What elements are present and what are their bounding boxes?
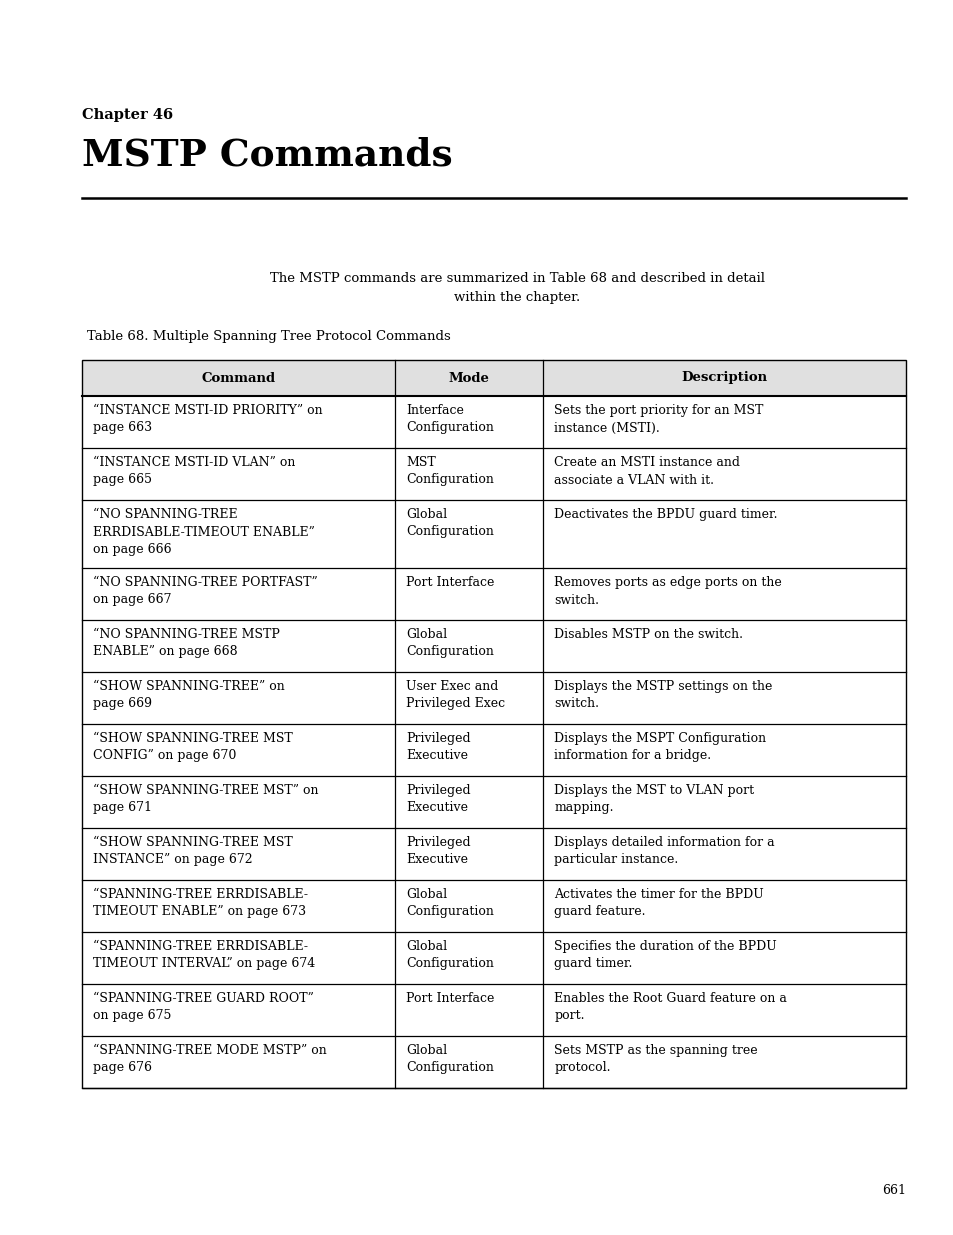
Text: Displays the MSPT Configuration
information for a bridge.: Displays the MSPT Configuration informat…: [554, 732, 766, 762]
Text: Global
Configuration: Global Configuration: [406, 1044, 494, 1074]
Text: Sets MSTP as the spanning tree
protocol.: Sets MSTP as the spanning tree protocol.: [554, 1044, 758, 1074]
Text: Sets the port priority for an MST
instance (MSTI).: Sets the port priority for an MST instan…: [554, 404, 763, 435]
Text: “SPANNING-TREE GUARD ROOT”
on page 675: “SPANNING-TREE GUARD ROOT” on page 675: [92, 992, 314, 1023]
Text: Create an MSTI instance and
associate a VLAN with it.: Create an MSTI instance and associate a …: [554, 456, 740, 487]
Text: “SHOW SPANNING-TREE MST
INSTANCE” on page 672: “SHOW SPANNING-TREE MST INSTANCE” on pag…: [92, 836, 293, 867]
Text: MSTP Commands: MSTP Commands: [82, 136, 452, 173]
Text: Removes ports as edge ports on the
switch.: Removes ports as edge ports on the switc…: [554, 576, 781, 606]
Text: Specifies the duration of the BPDU
guard timer.: Specifies the duration of the BPDU guard…: [554, 940, 777, 971]
Text: Privileged
Executive: Privileged Executive: [406, 784, 470, 815]
Text: “SPANNING-TREE MODE MSTP” on
page 676: “SPANNING-TREE MODE MSTP” on page 676: [92, 1044, 327, 1074]
Text: “NO SPANNING-TREE MSTP
ENABLE” on page 668: “NO SPANNING-TREE MSTP ENABLE” on page 6…: [92, 629, 279, 658]
Text: 661: 661: [882, 1184, 905, 1197]
Text: Chapter 46: Chapter 46: [82, 107, 172, 122]
Text: “SPANNING-TREE ERRDISABLE-
TIMEOUT INTERVAL” on page 674: “SPANNING-TREE ERRDISABLE- TIMEOUT INTER…: [92, 940, 314, 971]
Text: “INSTANCE MSTI-ID PRIORITY” on
page 663: “INSTANCE MSTI-ID PRIORITY” on page 663: [92, 404, 322, 435]
Text: User Exec and
Privileged Exec: User Exec and Privileged Exec: [406, 680, 505, 710]
Text: “SHOW SPANNING-TREE” on
page 669: “SHOW SPANNING-TREE” on page 669: [92, 680, 284, 710]
Text: Global
Configuration: Global Configuration: [406, 888, 494, 919]
Text: MST
Configuration: MST Configuration: [406, 456, 494, 487]
Text: Port Interface: Port Interface: [406, 576, 494, 589]
Text: Global
Configuration: Global Configuration: [406, 940, 494, 971]
Text: Global
Configuration: Global Configuration: [406, 508, 494, 538]
Text: Command: Command: [201, 372, 275, 384]
Text: “SHOW SPANNING-TREE MST” on
page 671: “SHOW SPANNING-TREE MST” on page 671: [92, 784, 318, 815]
Text: Displays the MST to VLAN port
mapping.: Displays the MST to VLAN port mapping.: [554, 784, 754, 815]
Text: Port Interface: Port Interface: [406, 992, 494, 1005]
Text: “NO SPANNING-TREE PORTFAST”
on page 667: “NO SPANNING-TREE PORTFAST” on page 667: [92, 576, 317, 606]
Text: Mode: Mode: [448, 372, 489, 384]
Text: Global
Configuration: Global Configuration: [406, 629, 494, 658]
Text: “SPANNING-TREE ERRDISABLE-
TIMEOUT ENABLE” on page 673: “SPANNING-TREE ERRDISABLE- TIMEOUT ENABL…: [92, 888, 308, 919]
Text: Privileged
Executive: Privileged Executive: [406, 732, 470, 762]
Bar: [82, 359, 905, 1088]
Text: “INSTANCE MSTI-ID VLAN” on
page 665: “INSTANCE MSTI-ID VLAN” on page 665: [92, 456, 295, 487]
Text: Enables the Root Guard feature on a
port.: Enables the Root Guard feature on a port…: [554, 992, 786, 1023]
Text: Displays the MSTP settings on the
switch.: Displays the MSTP settings on the switch…: [554, 680, 772, 710]
Text: Deactivates the BPDU guard timer.: Deactivates the BPDU guard timer.: [554, 508, 777, 521]
Text: “NO SPANNING-TREE
ERRDISABLE-TIMEOUT ENABLE”
on page 666: “NO SPANNING-TREE ERRDISABLE-TIMEOUT ENA…: [92, 508, 314, 556]
Text: Activates the timer for the BPDU
guard feature.: Activates the timer for the BPDU guard f…: [554, 888, 763, 919]
Bar: [82, 359, 905, 396]
Text: Privileged
Executive: Privileged Executive: [406, 836, 470, 867]
Text: Interface
Configuration: Interface Configuration: [406, 404, 494, 435]
Text: “SHOW SPANNING-TREE MST
CONFIG” on page 670: “SHOW SPANNING-TREE MST CONFIG” on page …: [92, 732, 293, 762]
Text: Disables MSTP on the switch.: Disables MSTP on the switch.: [554, 629, 742, 641]
Text: Description: Description: [681, 372, 767, 384]
Text: Displays detailed information for a
particular instance.: Displays detailed information for a part…: [554, 836, 774, 867]
Text: The MSTP commands are summarized in Table 68 and described in detail
within the : The MSTP commands are summarized in Tabl…: [269, 272, 763, 304]
Text: Table 68. Multiple Spanning Tree Protocol Commands: Table 68. Multiple Spanning Tree Protoco…: [87, 330, 450, 343]
